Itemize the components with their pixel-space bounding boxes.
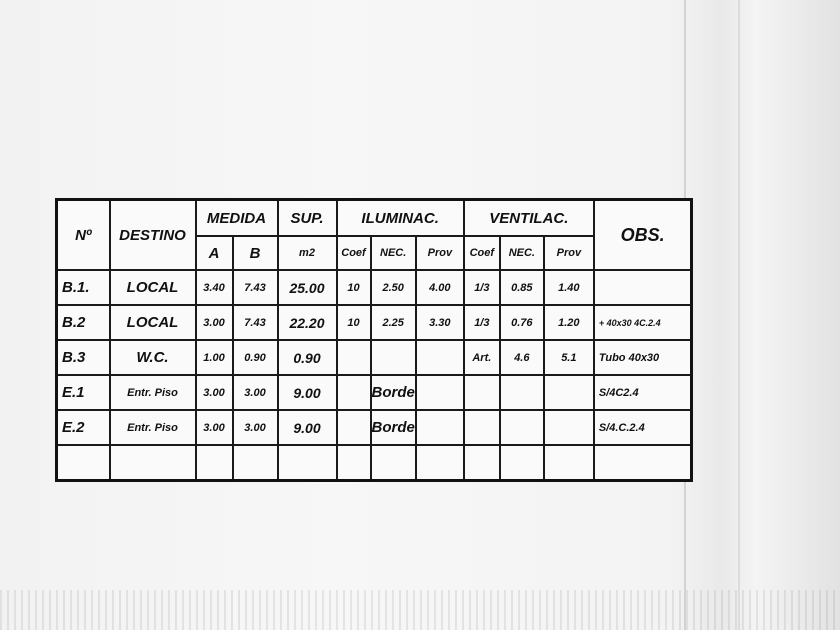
cell-sup: 22.20 — [276, 304, 338, 341]
scan-noise — [0, 590, 840, 630]
cell-ilum-prov: 4.00 — [414, 269, 465, 306]
cell-destino — [108, 444, 197, 482]
header-sup: SUP. — [276, 198, 338, 237]
header-vent-coef: Coef — [462, 235, 501, 271]
cell-destino: W.C. — [108, 339, 197, 376]
header-vent-prov: Prov — [542, 235, 595, 271]
cell-ilum-prov — [414, 444, 465, 482]
cell-sup — [276, 444, 338, 482]
table-row — [55, 444, 693, 482]
cell-ilum-nec: Borde — [369, 409, 417, 446]
cell-a: 3.00 — [194, 374, 234, 411]
cell-ilum-nec — [369, 444, 417, 482]
cell-a: 3.40 — [194, 269, 234, 306]
cell-no — [55, 444, 111, 482]
table-row: E.2 Entr. Piso 3.00 3.00 9.00 Borde S/4.C.2.4 — [55, 409, 693, 446]
table-row: B.1. LOCAL 3.40 7.43 25.00 10 2.50 4.00 1/3 0.85 1… — [55, 269, 693, 306]
cell-vent-coef: 1/3 — [462, 269, 501, 306]
cell-destino: LOCAL — [108, 304, 197, 341]
cell-ilum-prov — [414, 339, 465, 376]
cell-sup: 9.00 — [276, 409, 338, 446]
cell-vent-prov — [542, 374, 595, 411]
cell-vent-coef: 1/3 — [462, 304, 501, 341]
cell-vent-coef — [462, 409, 501, 446]
cell-no: E.2 — [55, 409, 111, 446]
cell-no: B.3 — [55, 339, 111, 376]
cell-destino: Entr. Piso — [108, 409, 197, 446]
cell-no: B.2 — [55, 304, 111, 341]
header-ilum-coef: Coef — [335, 235, 372, 271]
cell-a: 3.00 — [194, 304, 234, 341]
cell-b: 0.90 — [231, 339, 279, 376]
cell-sup: 0.90 — [276, 339, 338, 376]
cell-ilum-coef — [335, 409, 372, 446]
cell-ilum-coef — [335, 374, 372, 411]
header-medida-a: A — [194, 235, 234, 271]
cell-ilum-coef — [335, 444, 372, 482]
cell-ilum-nec: 2.50 — [369, 269, 417, 306]
cell-ilum-prov: 3.30 — [414, 304, 465, 341]
cell-sup: 25.00 — [276, 269, 338, 306]
header-ilum-prov: Prov — [414, 235, 465, 271]
cell-obs — [592, 269, 693, 306]
cell-vent-nec: 4.6 — [498, 339, 545, 376]
cell-a: 3.00 — [194, 409, 234, 446]
cell-b: 7.43 — [231, 304, 279, 341]
cell-ilum-prov — [414, 409, 465, 446]
header-no: Nº — [55, 198, 111, 271]
cell-destino: Entr. Piso — [108, 374, 197, 411]
cell-vent-coef: Art. — [462, 339, 501, 376]
cell-vent-nec — [498, 444, 545, 482]
cell-obs: S/4.C.2.4 — [592, 409, 693, 446]
cell-ilum-coef — [335, 339, 372, 376]
header-medida-b: B — [231, 235, 279, 271]
cell-vent-nec: 0.85 — [498, 269, 545, 306]
cell-obs: Tubo 40x30 — [592, 339, 693, 376]
cell-vent-nec: 0.76 — [498, 304, 545, 341]
cell-b: 3.00 — [231, 374, 279, 411]
header-iluminac: ILUMINAC. — [335, 198, 465, 237]
cell-destino: LOCAL — [108, 269, 197, 306]
cell-b — [231, 444, 279, 482]
header-obs: OBS. — [592, 198, 693, 271]
cell-sup: 9.00 — [276, 374, 338, 411]
header-ventilac: VENTILAC. — [462, 198, 595, 237]
table-row: E.1 Entr. Piso 3.00 3.00 9.00 Borde S/4C2.4 — [55, 374, 693, 411]
cell-b: 3.00 — [231, 409, 279, 446]
header-destino: DESTINO — [108, 198, 197, 271]
cell-no: E.1 — [55, 374, 111, 411]
cell-ilum-prov — [414, 374, 465, 411]
cell-vent-prov: 1.40 — [542, 269, 595, 306]
ventilation-lighting-table: Nº DESTINO MEDIDA SUP. ILUMINAC. VENTILA… — [55, 198, 694, 482]
header-vent-nec: NEC. — [498, 235, 545, 271]
cell-vent-coef — [462, 444, 501, 482]
cell-a: 1.00 — [194, 339, 234, 376]
cell-ilum-coef: 10 — [335, 304, 372, 341]
cell-ilum-nec: Borde — [369, 374, 417, 411]
cell-vent-nec — [498, 374, 545, 411]
cell-vent-prov: 1.20 — [542, 304, 595, 341]
header-medida: MEDIDA — [194, 198, 279, 237]
cell-obs: S/4C2.4 — [592, 374, 693, 411]
header-ilum-nec: NEC. — [369, 235, 417, 271]
cell-no: B.1. — [55, 269, 111, 306]
cell-vent-prov — [542, 444, 595, 482]
cell-b: 7.43 — [231, 269, 279, 306]
table-row: B.2 LOCAL 3.00 7.43 22.20 10 2.25 3.30 1/3 0.76 1.… — [55, 304, 693, 341]
cell-obs — [592, 444, 693, 482]
cell-ilum-coef: 10 — [335, 269, 372, 306]
cell-obs: + 40x30 4C.2.4 — [592, 304, 693, 341]
cell-a — [194, 444, 234, 482]
table-row: B.3 W.C. 1.00 0.90 0.90 Art. 4.6 5.1 Tubo 40x30 — [55, 339, 693, 376]
cell-ilum-nec — [369, 339, 417, 376]
cell-ilum-nec: 2.25 — [369, 304, 417, 341]
scan-streak — [738, 0, 740, 630]
header-sup-unit: m2 — [276, 235, 338, 271]
cell-vent-nec — [498, 409, 545, 446]
cell-vent-prov: 5.1 — [542, 339, 595, 376]
cell-vent-prov — [542, 409, 595, 446]
cell-vent-coef — [462, 374, 501, 411]
